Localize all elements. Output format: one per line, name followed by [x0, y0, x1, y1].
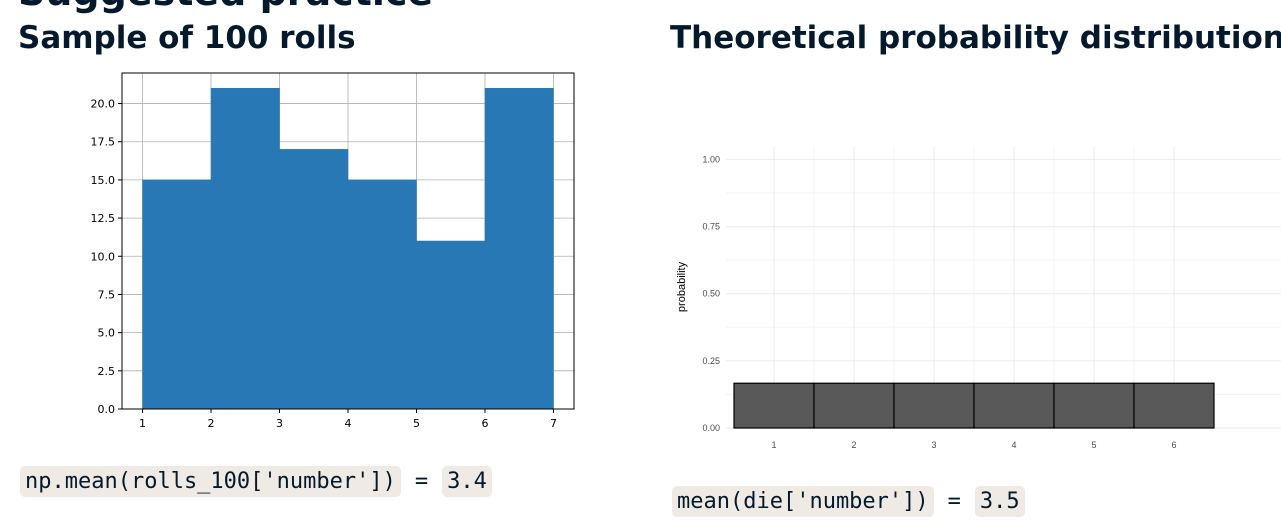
x-tick-label-6: 6: [1171, 440, 1176, 450]
y-tick-label-4: 0.75: [702, 222, 720, 232]
probability-bar-4: [973, 382, 1055, 429]
x-tick-label-2: 2: [851, 440, 856, 450]
x-tick-label-5: 5: [413, 417, 420, 430]
x-tick-label-7: 7: [550, 417, 557, 430]
y-tick-label-5: 1.00: [702, 154, 720, 164]
x-tick-label-4: 4: [1011, 440, 1016, 450]
y-tick-label-9: 20.0: [91, 98, 116, 111]
y-tick-label-6: 12.5: [91, 212, 116, 225]
histogram-bar-5: [416, 240, 486, 410]
x-tick-label-6: 6: [481, 417, 488, 430]
x-tick-label-2: 2: [208, 417, 215, 430]
y-tick-label-3: 5.0: [98, 327, 116, 340]
histogram-bar-6: [484, 88, 554, 410]
sample-chart-title: Sample of 100 rolls: [18, 20, 356, 56]
y-tick-label-2: 2.5: [98, 365, 116, 378]
theoretical-mean-result: 3.5: [974, 486, 1025, 517]
theoretical-mean-code: mean(die['number']) = 3.5: [672, 486, 1025, 517]
theoretical-chart-title: Theoretical probability distribution: [670, 20, 1281, 56]
probability-bar-5: [1053, 382, 1135, 429]
x-tick-label-1: 1: [771, 440, 776, 450]
sample-histogram: 1 2 3 4 5 6 7 0.0 2.5 5.0 7.5 10.0 12.5 15.0 17.5 20.0: [91, 72, 575, 430]
y-tick-label-1: 0.00: [702, 423, 720, 433]
sample-mean-expression: np.mean(rolls_100['number']): [20, 466, 401, 497]
y-tick-label-3: 0.50: [702, 289, 720, 299]
y-axis-title: probability: [676, 261, 688, 312]
probability-bar-3: [893, 382, 975, 429]
sample-mean-code: np.mean(rolls_100['number']) = 3.4: [20, 466, 492, 497]
probability-bar-6: [1133, 382, 1215, 429]
probability-distribution-chart: 1 2 3 4 5 6 0.00 0.25 0.50 0.75 1.00 probability: [676, 146, 1281, 450]
sample-mean-result: 3.4: [442, 466, 492, 497]
histogram-bar-4: [347, 179, 417, 410]
sample-mean-equals: =: [414, 469, 429, 494]
y-tick-label-2: 0.25: [702, 356, 720, 366]
probability-bar-1: [733, 382, 815, 429]
x-tick-label-3: 3: [276, 417, 283, 430]
histogram-bar-1: [142, 179, 212, 410]
y-tick-label-8: 17.5: [91, 136, 116, 149]
y-tick-label-5: 10.0: [91, 250, 116, 263]
theoretical-mean-equals: =: [947, 489, 961, 514]
y-tick-label-4: 7.5: [98, 288, 116, 301]
y-tick-label-1: 0.0: [98, 403, 116, 416]
probability-bar-2: [813, 382, 895, 429]
histogram-bar-3: [279, 149, 349, 410]
x-tick-label-1: 1: [139, 417, 146, 430]
histogram-bar-2: [210, 88, 280, 410]
y-tick-label-7: 15.0: [91, 174, 116, 187]
x-tick-label-3: 3: [931, 440, 936, 450]
partial-title: Suggested practice: [18, 0, 433, 14]
x-tick-label-4: 4: [345, 417, 352, 430]
theoretical-mean-expression: mean(die['number']): [672, 486, 934, 517]
x-tick-label-5: 5: [1091, 440, 1096, 450]
